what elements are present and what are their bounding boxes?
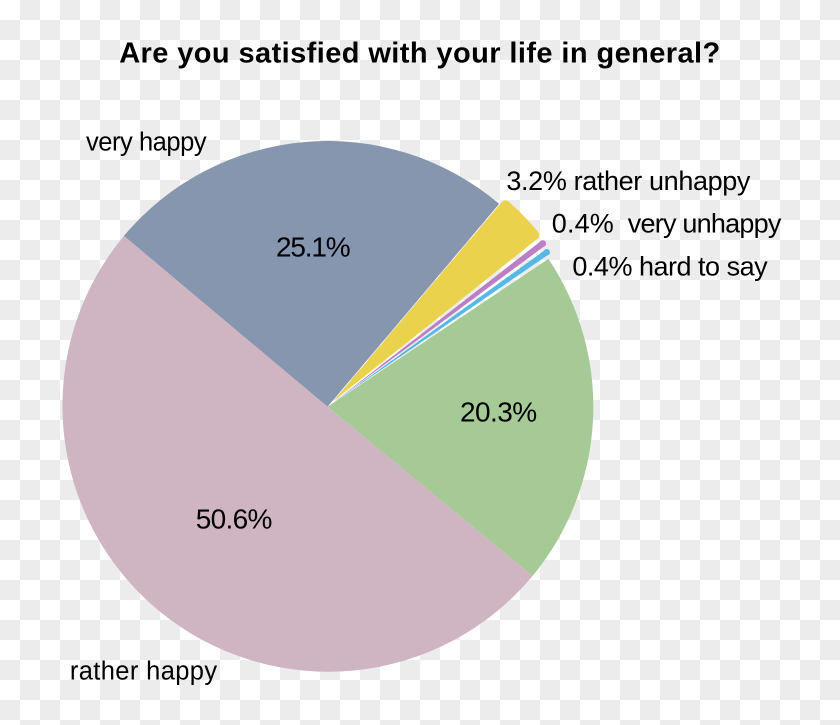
svg-text:50.6%: 50.6% — [196, 504, 273, 535]
svg-text:3.2% rather unhappy: 3.2% rather unhappy — [506, 166, 751, 196]
svg-text:rather happy: rather happy — [70, 658, 217, 686]
svg-text:very happy: very happy — [86, 128, 207, 156]
svg-text:0.4% hard to say: 0.4% hard to say — [572, 251, 768, 281]
svg-text:Are you satisfied with your li: Are you satisfied with your life in gene… — [119, 38, 720, 70]
svg-text:25.1%: 25.1% — [276, 231, 351, 262]
svg-text:0.4%: 0.4% — [552, 208, 614, 238]
svg-text:very unhappy: very unhappy — [628, 208, 782, 238]
svg-text:20.3%: 20.3% — [460, 397, 537, 428]
